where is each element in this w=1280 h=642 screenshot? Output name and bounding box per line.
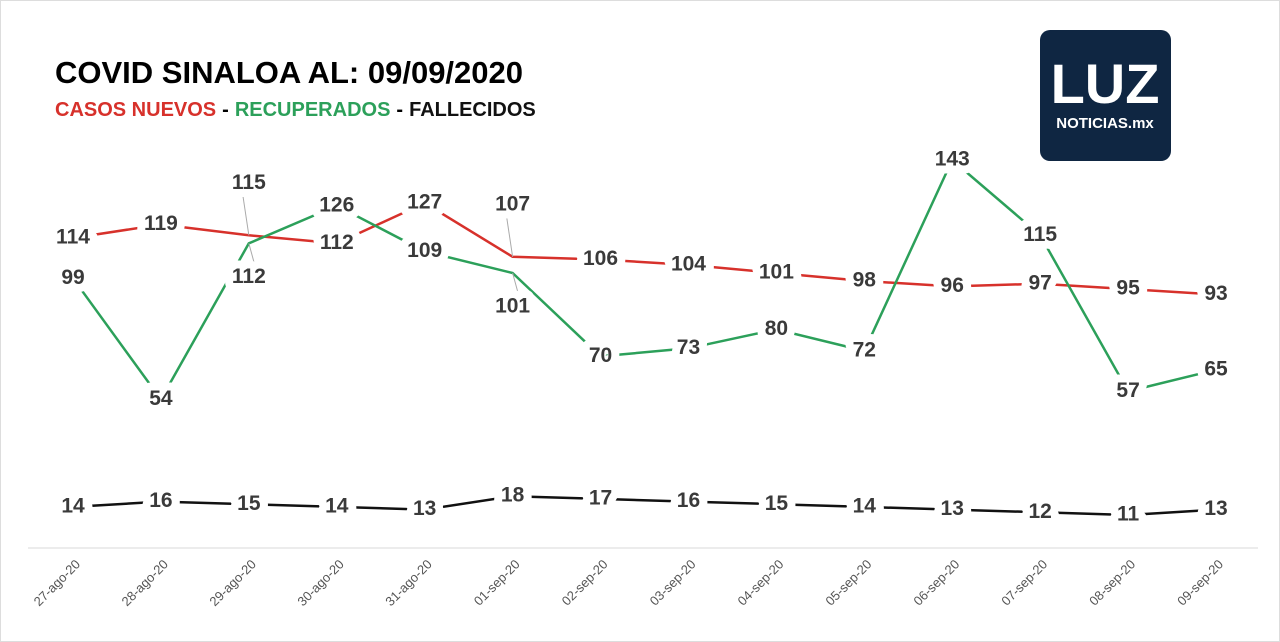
leader-line: [248, 243, 256, 266]
data-label: 16: [677, 489, 700, 512]
data-label: 17: [589, 486, 612, 509]
data-label: 70: [589, 344, 612, 367]
data-label: 96: [941, 274, 964, 297]
data-label: 114: [56, 226, 90, 249]
data-label: 119: [144, 212, 178, 235]
data-label: 13: [941, 497, 964, 520]
data-label: 12: [1028, 500, 1051, 523]
data-label: 15: [765, 492, 789, 515]
leader-line: [506, 216, 514, 257]
data-label: 127: [407, 191, 442, 214]
logo-text: LUZ: [1051, 52, 1160, 115]
data-label: 72: [853, 338, 876, 361]
data-label: 65: [1204, 357, 1228, 380]
data-label: 98: [853, 269, 877, 292]
data-label: 14: [61, 494, 85, 517]
data-label: 95: [1116, 277, 1140, 300]
data-label: 57: [1116, 379, 1139, 402]
data-label: 99: [61, 266, 84, 289]
data-label: 126: [319, 193, 354, 216]
data-label: 101: [759, 261, 794, 284]
data-label: 97: [1028, 271, 1051, 294]
logo: LUZ NOTICIAS.mx: [1040, 30, 1171, 161]
data-label: 112: [232, 265, 266, 288]
data-label: 112: [320, 231, 354, 254]
data-label: 104: [671, 252, 706, 275]
data-label: 11: [1117, 503, 1140, 526]
leader-line: [242, 195, 250, 236]
data-label: 13: [1204, 497, 1227, 520]
data-label: 143: [935, 148, 970, 171]
series-line: [71, 157, 1217, 402]
data-label: 73: [677, 336, 700, 359]
legend-separator: -: [222, 99, 229, 121]
logo-box: [1040, 30, 1171, 161]
data-label: 115: [232, 171, 266, 194]
data-label: 109: [407, 239, 442, 262]
data-label: 80: [765, 317, 788, 340]
legend: CASOS NUEVOS - RECUPERADOS - FALLECIDOS: [55, 99, 536, 121]
data-label: 14: [853, 494, 877, 517]
series-line: [72, 494, 1217, 517]
legend-entry: FALLECIDOS: [409, 99, 536, 121]
leader-line: [512, 272, 520, 296]
chart-title: COVID SINALOA AL: 09/09/2020: [55, 55, 523, 90]
data-label: 15: [237, 492, 261, 515]
data-label: 16: [149, 489, 172, 512]
data-label: 115: [1023, 223, 1057, 246]
data-label: 107: [495, 192, 530, 215]
data-label: 54: [149, 387, 173, 410]
legend-entry: CASOS NUEVOS: [55, 99, 216, 121]
data-label: 101: [495, 295, 530, 318]
data-label: 13: [413, 497, 436, 520]
data-label: 14: [325, 494, 349, 517]
legend-entry: RECUPERADOS: [235, 99, 391, 121]
data-label: 106: [583, 247, 618, 270]
logo-subtext: NOTICIAS.mx: [1056, 115, 1154, 132]
data-label: 93: [1204, 282, 1227, 305]
legend-separator: -: [396, 99, 403, 121]
data-label: 18: [501, 484, 525, 507]
